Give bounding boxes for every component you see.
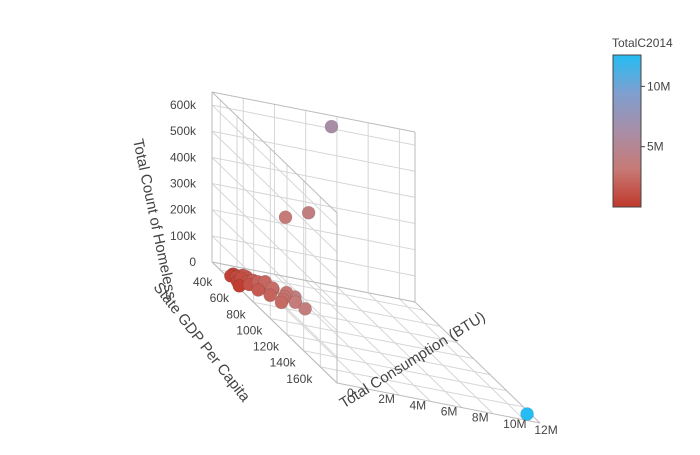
wall-gridline	[211, 209, 416, 251]
y-tick-label: 100k	[236, 323, 263, 337]
x-tick-label: 2M	[378, 392, 395, 406]
wall-gridline	[211, 104, 416, 146]
box-edge	[211, 261, 416, 303]
x-tick-label: 10M	[503, 417, 526, 431]
floor-gridline	[336, 286, 463, 408]
y-tick-label: 120k	[253, 340, 280, 354]
x-tick-label: 6M	[441, 404, 458, 418]
wall-gridline	[211, 235, 416, 277]
axis-grid	[211, 91, 541, 424]
floor-gridline	[399, 298, 525, 421]
floor-gridline	[367, 292, 494, 415]
y-tick-label: 140k	[270, 356, 297, 370]
box-edge	[211, 91, 338, 214]
data-points	[224, 119, 534, 421]
data-point	[520, 407, 534, 421]
colorbar-tick-label: 5M	[647, 140, 664, 154]
data-point	[288, 295, 303, 310]
box-edge	[336, 382, 541, 424]
data-point	[263, 288, 278, 303]
colorbar: 5M 10M	[612, 54, 670, 208]
z-tick-label: 300k	[170, 177, 197, 191]
x-tick-label: 12M	[534, 423, 557, 437]
z-tick-label: 200k	[170, 203, 197, 217]
x-tick-label: 0	[347, 386, 354, 400]
z-tick-label: 100k	[170, 229, 197, 243]
wall-gridline	[211, 156, 416, 198]
box-edge	[211, 91, 416, 133]
data-point	[251, 283, 266, 297]
x-tick-label: 4M	[409, 398, 426, 412]
z-tick-label: 500k	[170, 124, 197, 138]
box-edge	[414, 301, 541, 424]
data-point	[324, 119, 339, 134]
colorbar-gradient	[612, 54, 642, 208]
x-tick-label: 8M	[472, 411, 489, 425]
y-tick-label: 40k	[193, 275, 213, 289]
y-tick-label: 80k	[226, 307, 246, 321]
colorbar-tick-label: 10M	[647, 79, 670, 93]
data-point	[278, 210, 293, 225]
floor-gridline	[305, 280, 432, 402]
y-tick-label: 160k	[286, 372, 313, 386]
y-tick-label: 60k	[210, 291, 230, 305]
tick-labels: 0 100k 200k 300k 400k 500k 600k 40k 60k 80k 100k 12…	[170, 98, 558, 437]
z-tick-label: 400k	[170, 150, 197, 164]
wall-gridline	[211, 130, 416, 172]
colorbar-title: TotalC2014	[612, 36, 673, 50]
data-point	[298, 302, 312, 316]
wall-gridline	[211, 183, 416, 225]
data-point	[274, 295, 289, 310]
x-axis-title: Total Consumption (BTU)	[337, 308, 489, 412]
floor-gridline	[320, 366, 524, 408]
data-point	[301, 205, 316, 220]
z-tick-label: 0	[189, 255, 196, 269]
z-tick-label: 600k	[170, 98, 197, 112]
